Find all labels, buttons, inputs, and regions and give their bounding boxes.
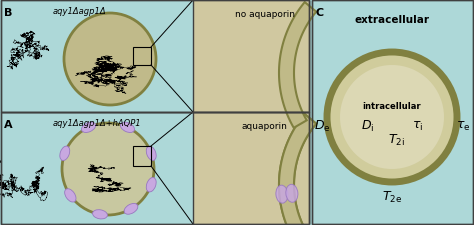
Bar [193,1,309,112]
Text: A: A [4,119,13,129]
Bar [133,48,151,66]
Ellipse shape [276,185,288,203]
Ellipse shape [60,146,70,161]
Ellipse shape [82,123,96,133]
Text: aqy1Δagp1Δ: aqy1Δagp1Δ [53,7,107,16]
Ellipse shape [92,210,108,219]
Bar [1,112,309,224]
Ellipse shape [120,123,135,133]
Text: C: C [316,8,324,18]
Bar [193,1,309,112]
Text: $T_{\mathrm{2i}}$: $T_{\mathrm{2i}}$ [388,132,404,147]
Bar [193,112,309,224]
Bar [312,1,473,224]
Ellipse shape [286,184,298,202]
Text: $\tau_\mathrm{e}$: $\tau_\mathrm{e}$ [456,119,470,132]
Text: B: B [4,8,12,18]
Text: aqy1Δagp1Δ+hAQP1: aqy1Δagp1Δ+hAQP1 [53,119,142,127]
Text: no aquaporin: no aquaporin [235,10,295,19]
Ellipse shape [64,189,76,202]
Bar [193,112,309,224]
Ellipse shape [124,204,138,214]
Circle shape [327,53,457,182]
Bar [1,1,309,112]
Bar [1,1,309,112]
Circle shape [340,66,444,169]
Polygon shape [279,115,316,225]
Text: intracellular: intracellular [363,101,421,110]
Text: aquaporin: aquaporin [242,122,288,130]
Text: $\tau_\mathrm{i}$: $\tau_\mathrm{i}$ [412,119,424,132]
Text: $D_\mathrm{i}$: $D_\mathrm{i}$ [361,118,374,133]
Polygon shape [279,115,316,225]
Bar [312,1,473,224]
Text: $T_{\mathrm{2e}}$: $T_{\mathrm{2e}}$ [382,189,402,204]
Circle shape [64,14,156,106]
Text: extracellular: extracellular [355,15,430,25]
Circle shape [62,124,154,215]
Bar [1,112,309,224]
Polygon shape [193,1,316,121]
Bar [133,146,151,166]
Ellipse shape [146,178,156,192]
Text: $D_\mathrm{e}$: $D_\mathrm{e}$ [314,118,330,133]
Polygon shape [279,3,316,128]
Polygon shape [193,112,316,225]
Ellipse shape [146,146,156,161]
